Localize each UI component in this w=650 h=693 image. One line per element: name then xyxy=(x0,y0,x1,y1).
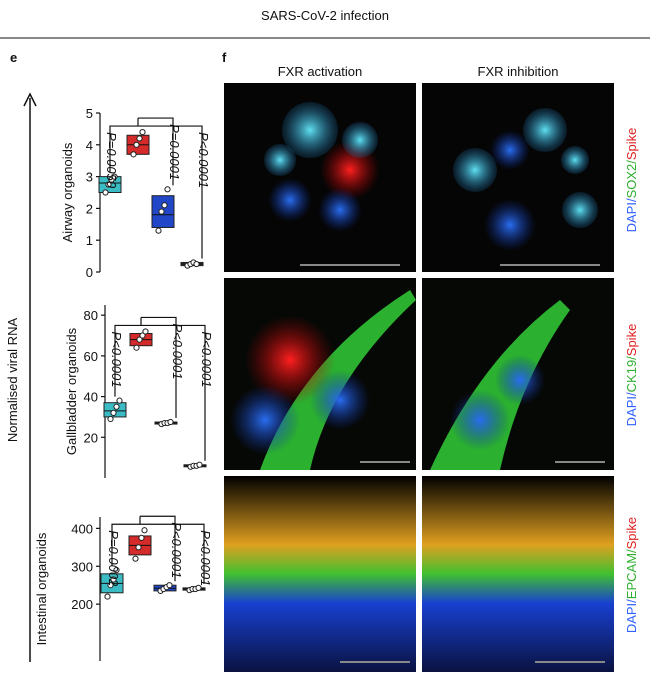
point xyxy=(196,461,203,468)
point xyxy=(113,566,120,574)
point xyxy=(138,534,145,541)
p-value: P=0.0050 xyxy=(104,132,119,189)
stain-part: CK19/ xyxy=(624,356,639,393)
stain-part: Spike xyxy=(624,517,639,550)
y-tick-label: 20 xyxy=(84,430,98,445)
y-axis-label: Gallbladder organoids xyxy=(64,327,79,455)
y-tick-label: 300 xyxy=(71,559,93,574)
p-value: P<0.0001 xyxy=(199,331,214,387)
point xyxy=(161,202,168,209)
p-value: P<0.0001 xyxy=(198,530,213,586)
bracket xyxy=(140,515,176,582)
bracket xyxy=(138,125,203,259)
y-tick-label: 60 xyxy=(84,349,98,364)
point xyxy=(107,415,114,423)
point xyxy=(136,336,143,343)
point xyxy=(195,584,202,591)
stain-part: Spike xyxy=(624,324,639,357)
point xyxy=(167,418,174,426)
point xyxy=(135,544,142,551)
point xyxy=(142,328,149,335)
y-tick-label: 40 xyxy=(84,390,98,405)
point xyxy=(110,409,117,416)
y-tick-label: 1 xyxy=(86,233,93,248)
point xyxy=(133,344,140,351)
point xyxy=(111,173,118,180)
point xyxy=(139,332,146,339)
stain-part: SOX2/ xyxy=(624,160,639,199)
point xyxy=(105,181,112,188)
p-value: P=0.0001 xyxy=(167,124,182,180)
bracket xyxy=(141,324,206,461)
column-title: FXR activation xyxy=(278,64,363,79)
point xyxy=(158,208,165,215)
point xyxy=(116,397,123,404)
y-tick-label: 2 xyxy=(86,201,93,216)
point xyxy=(139,128,146,136)
y-tick-label: 400 xyxy=(71,521,93,536)
bracket xyxy=(140,523,205,584)
y-tick-label: 4 xyxy=(86,138,93,153)
y-tick-label: 80 xyxy=(84,308,98,323)
point xyxy=(107,582,114,589)
y-label: Normalised viral RNA xyxy=(5,318,20,443)
point xyxy=(110,576,117,583)
column-title: FXR inhibition xyxy=(478,64,559,79)
arrow-head xyxy=(23,92,37,107)
point xyxy=(133,141,140,148)
p-value: P<0.0001 xyxy=(196,132,211,188)
point xyxy=(166,582,173,589)
stain-part: Spike xyxy=(624,128,639,161)
y-axis-label: Intestinal organoids xyxy=(34,532,49,645)
bracket xyxy=(111,523,140,567)
stain-part: EPCAM/ xyxy=(624,549,639,599)
point xyxy=(164,186,171,193)
point xyxy=(104,593,111,600)
point xyxy=(113,403,120,410)
p-value: P<0.0001 xyxy=(170,323,185,379)
point xyxy=(132,555,139,562)
p-value: P=0.0002 xyxy=(106,530,121,587)
box xyxy=(103,402,127,418)
stain-part: DAPI/ xyxy=(624,198,639,232)
point xyxy=(130,151,137,158)
bracket xyxy=(141,316,177,419)
y-tick-label: 200 xyxy=(71,597,93,612)
stain-part: DAPI/ xyxy=(624,392,639,426)
y-tick-label: 3 xyxy=(86,170,93,185)
bracket xyxy=(114,324,141,397)
y-axis-label: Airway organoids xyxy=(60,142,75,242)
stain-label: DAPI/SOX2/Spike xyxy=(624,128,639,233)
stain-label: DAPI/CK19/Spike xyxy=(624,324,639,427)
point xyxy=(193,260,200,268)
bracket xyxy=(109,125,138,173)
p-value: P<0.0001 xyxy=(169,522,184,578)
p-value: P<0.0001 xyxy=(109,331,124,387)
stain-label: DAPI/EPCAM/Spike xyxy=(624,517,639,633)
header: SARS-CoV-2 infection xyxy=(261,8,389,23)
point xyxy=(136,135,143,142)
stain-part: DAPI/ xyxy=(624,599,639,633)
point xyxy=(155,227,162,234)
micrographs xyxy=(224,83,614,672)
point xyxy=(102,189,109,196)
panel-label: f xyxy=(222,50,227,65)
panel-label: e xyxy=(10,50,17,65)
y-tick-label: 0 xyxy=(86,265,93,280)
y-tick-label: 5 xyxy=(86,106,93,121)
point xyxy=(141,527,148,534)
bracket xyxy=(138,117,174,186)
